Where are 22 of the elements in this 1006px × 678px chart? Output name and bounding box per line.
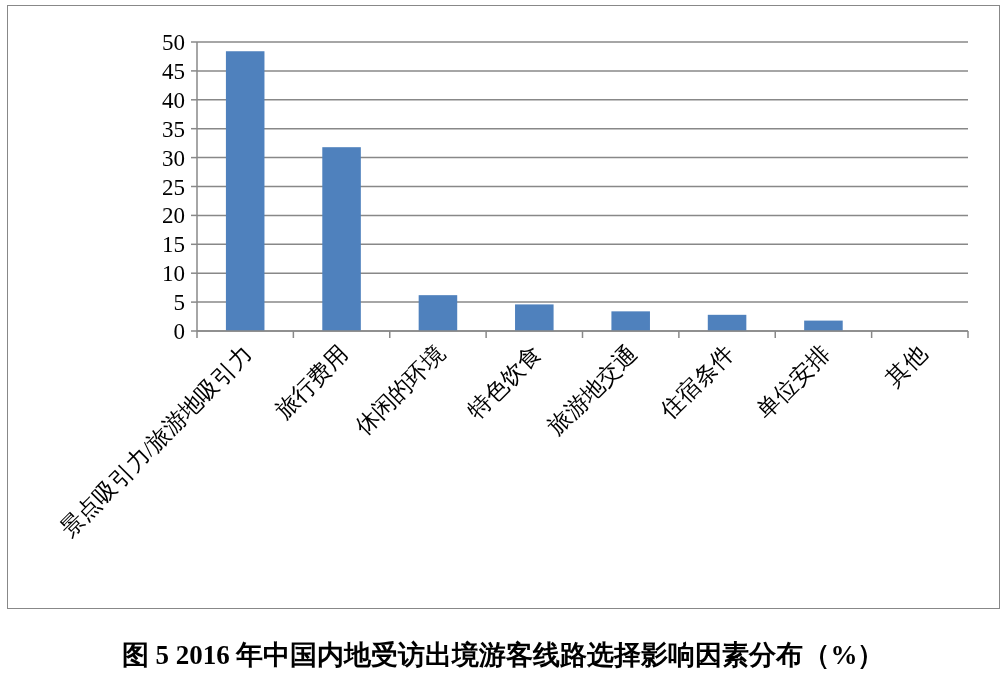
- y-tick-label: 50: [162, 30, 185, 55]
- y-tick-label: 45: [162, 58, 185, 84]
- bar: [322, 147, 361, 331]
- y-tick-label: 10: [162, 261, 185, 287]
- y-tick-label: 15: [162, 232, 185, 258]
- bar: [515, 304, 554, 331]
- x-tick-label: 单位安排: [752, 340, 835, 424]
- x-tick-label: 住宿条件: [655, 340, 739, 425]
- x-tick-label: 旅游地交通: [543, 340, 643, 440]
- x-tick-label: 特色饮食: [463, 340, 546, 424]
- bar: [225, 51, 265, 331]
- y-tick-label: 20: [162, 203, 185, 229]
- y-tick-label: 40: [162, 87, 185, 113]
- y-tick-label: 25: [162, 174, 185, 200]
- y-tick-label: 30: [162, 145, 185, 171]
- y-tick-label: 5: [173, 290, 185, 316]
- bar: [418, 295, 458, 331]
- y-tick-label: 35: [162, 116, 185, 142]
- bar: [707, 314, 747, 331]
- bar: [611, 311, 650, 331]
- text: 图 5 2016 年中国内地受访出境游客线路选择影响因素分布（%）: [121, 640, 885, 670]
- x-tick-label: 其他: [881, 340, 932, 392]
